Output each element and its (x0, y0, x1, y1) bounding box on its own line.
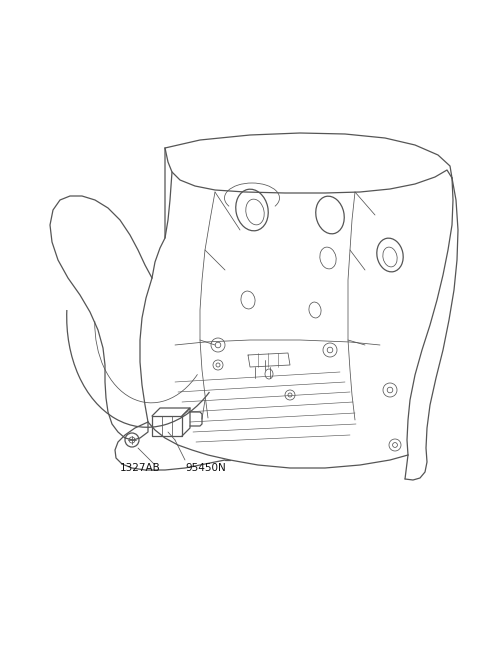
Text: 1327AB: 1327AB (120, 463, 161, 473)
Text: 95450N: 95450N (185, 463, 226, 473)
